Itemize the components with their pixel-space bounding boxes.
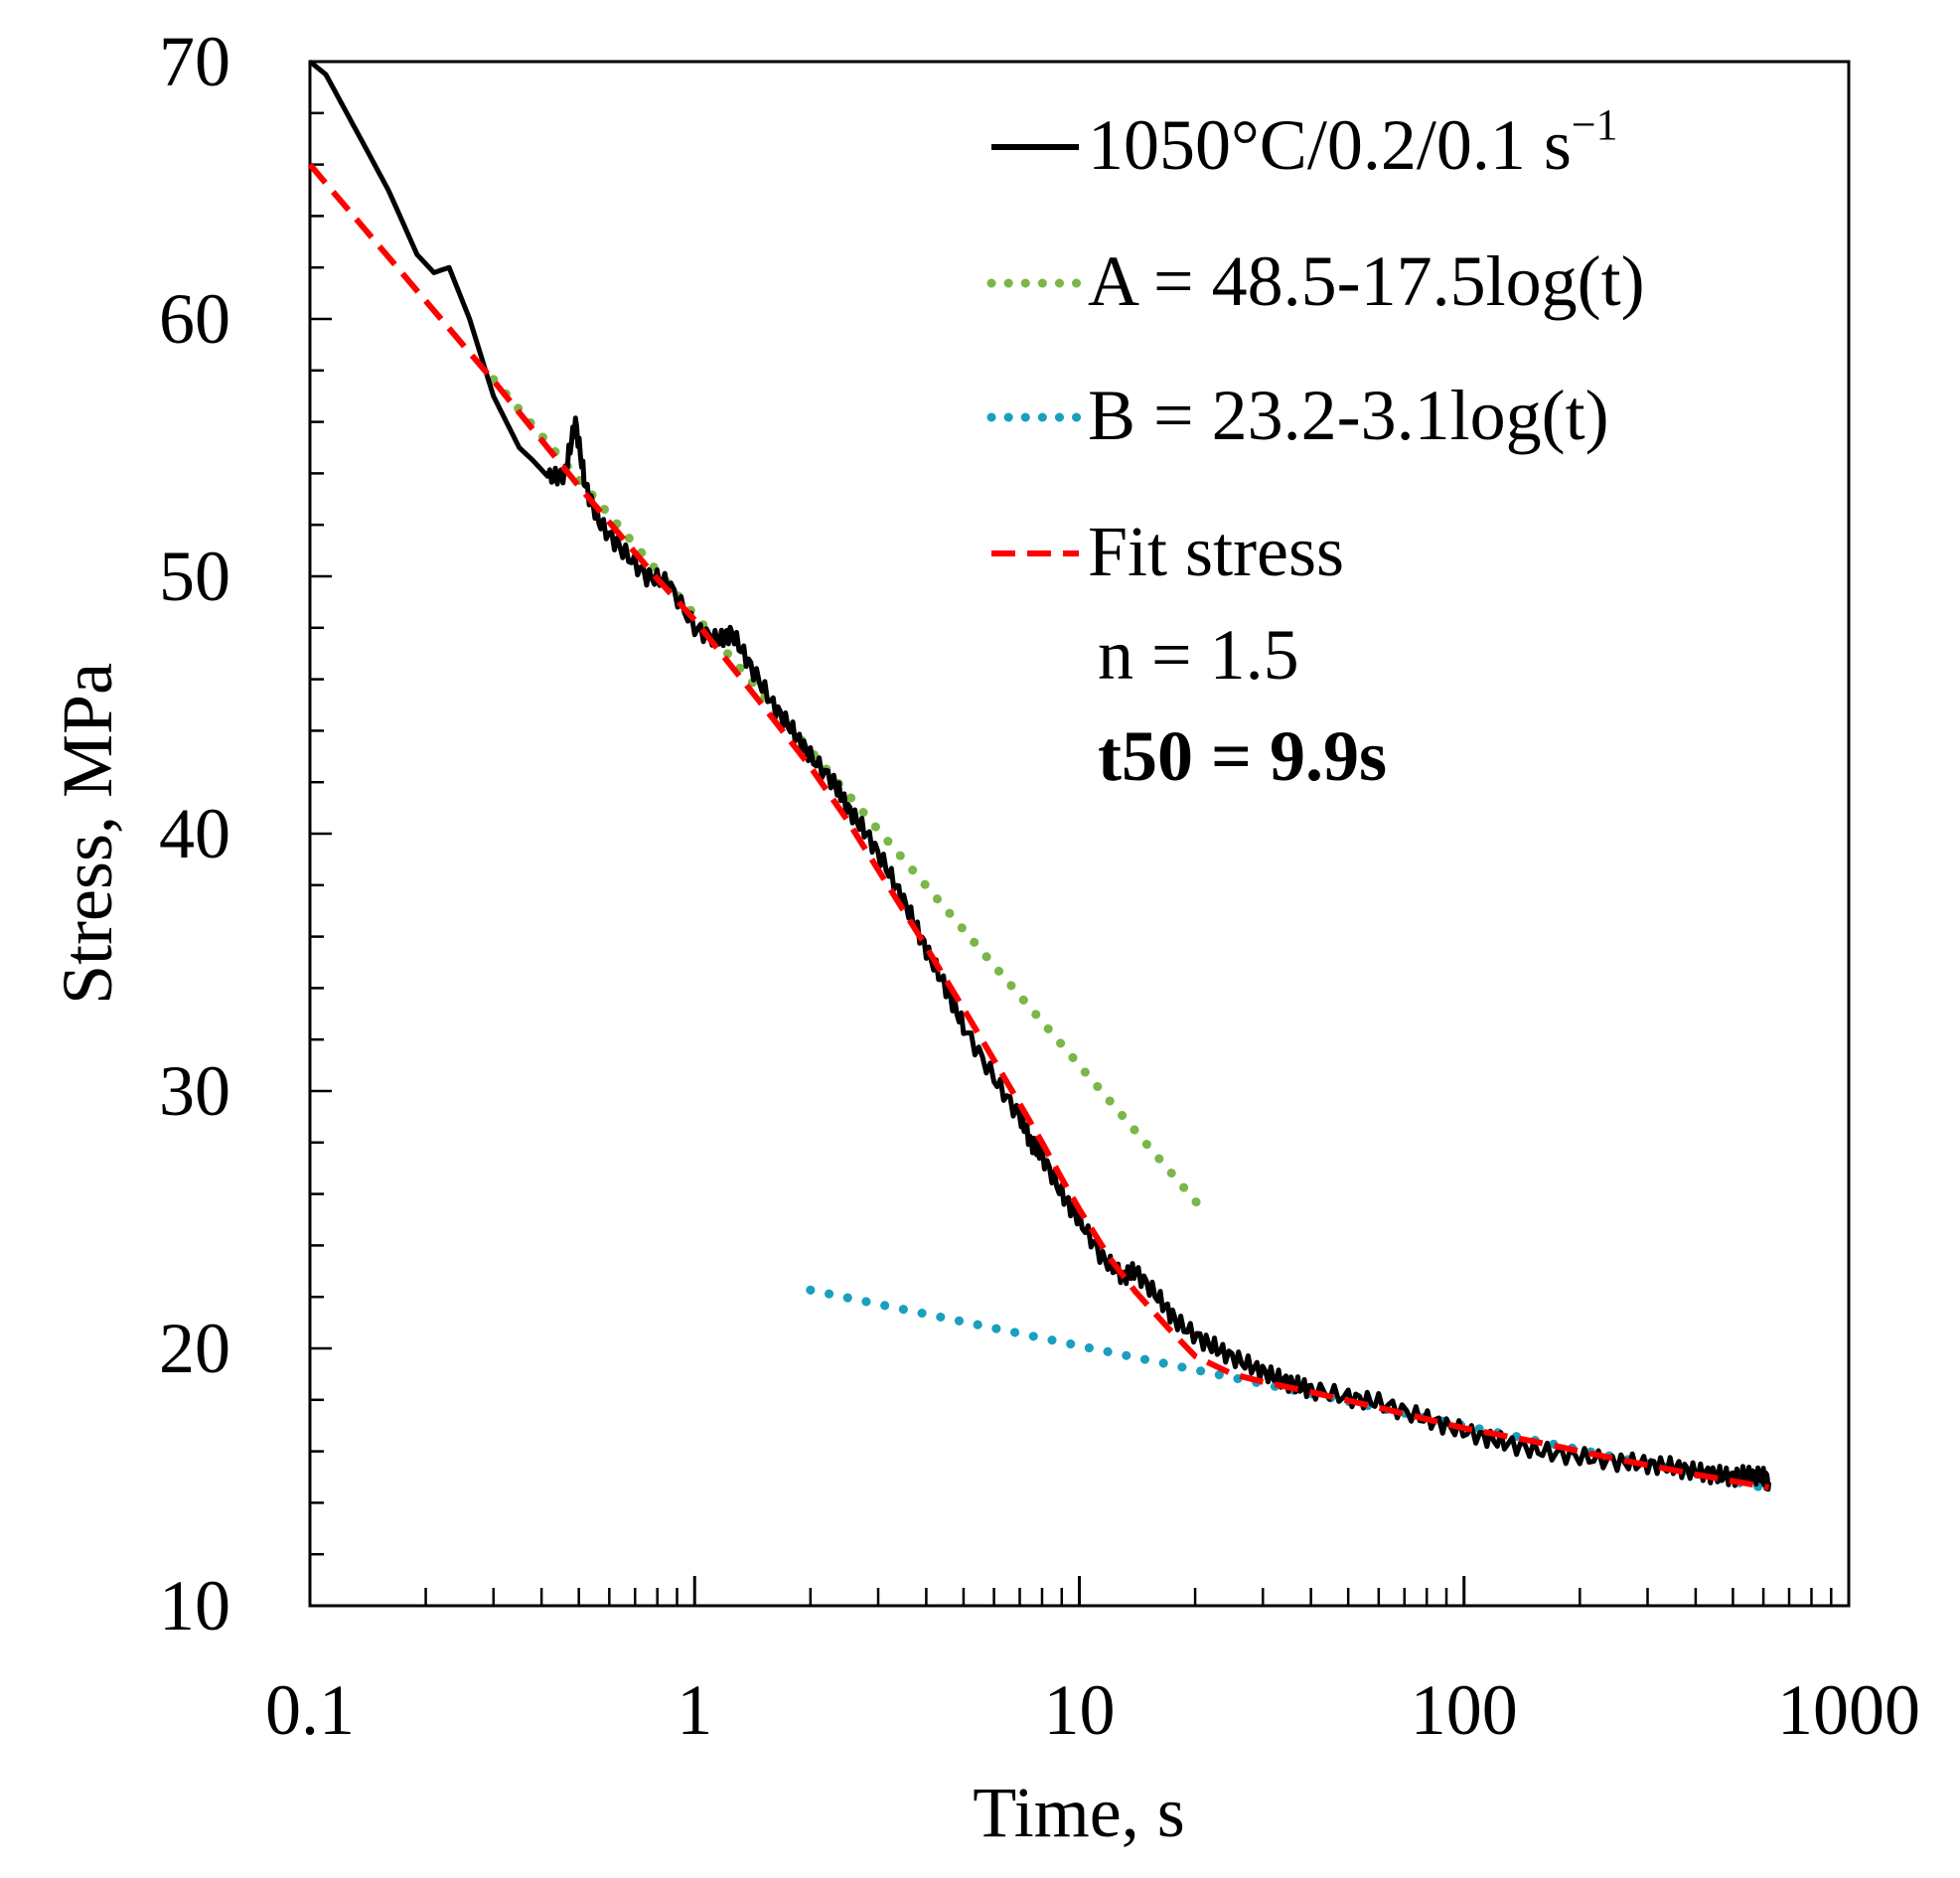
y-tick-label: 60 [159,279,230,359]
x-axis-title: Time, s [973,1773,1184,1852]
series-fit-line [307,162,1770,1490]
legend-label-a: A = 48.5-17.5log(t) [1088,241,1645,321]
legend-label-b: B = 23.2-3.1log(t) [1088,376,1609,455]
legend-label-fit: Fit stress [1088,512,1344,591]
x-tick-label: 0.1 [265,1670,355,1750]
y-tick-label: 50 [159,537,230,616]
series-a-line [489,375,1208,1215]
x-tick-label: 10 [1044,1670,1116,1750]
y-tick-label: 70 [159,22,230,101]
axis-ticks [308,60,1851,1608]
x-tick-label: 100 [1411,1670,1518,1750]
x-tick-label: 1000 [1777,1670,1920,1750]
series-layer [307,60,1774,1493]
y-tick-label: 40 [159,794,230,873]
annotation-t50: t50 = 9.9s [1098,716,1387,796]
y-tick-label: 10 [159,1566,230,1645]
annotation-n: n = 1.5 [1098,615,1299,695]
x-tick-label: 1 [677,1670,712,1750]
y-axis-title: Stress, MPa [48,663,127,1005]
y-tick-label: 20 [159,1309,230,1388]
legend-label-measured: 1050°C/0.2/0.1 s−1 [1088,100,1618,185]
tick-labels: 0.1 1 10 100 1000 10 20 30 40 50 60 70 [159,22,1920,1750]
y-tick-label: 30 [159,1051,230,1131]
legend: 1050°C/0.2/0.1 s−1 A = 48.5-17.5log(t) B… [986,100,1645,796]
